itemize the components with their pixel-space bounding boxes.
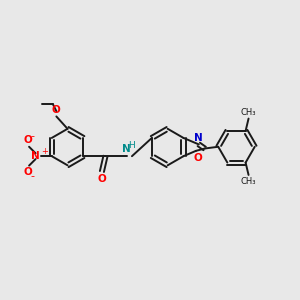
Text: O: O bbox=[193, 153, 202, 163]
Text: -: - bbox=[31, 131, 34, 141]
Text: N: N bbox=[194, 133, 203, 142]
Text: O: O bbox=[23, 167, 32, 177]
Text: N: N bbox=[122, 144, 131, 154]
Text: +: + bbox=[41, 147, 48, 156]
Text: CH₃: CH₃ bbox=[241, 177, 256, 186]
Text: O: O bbox=[97, 174, 106, 184]
Text: -: - bbox=[31, 172, 34, 182]
Text: H: H bbox=[129, 141, 135, 150]
Text: CH₃: CH₃ bbox=[241, 108, 256, 117]
Text: O: O bbox=[23, 135, 32, 145]
Text: N: N bbox=[31, 151, 40, 160]
Text: O: O bbox=[52, 105, 61, 115]
